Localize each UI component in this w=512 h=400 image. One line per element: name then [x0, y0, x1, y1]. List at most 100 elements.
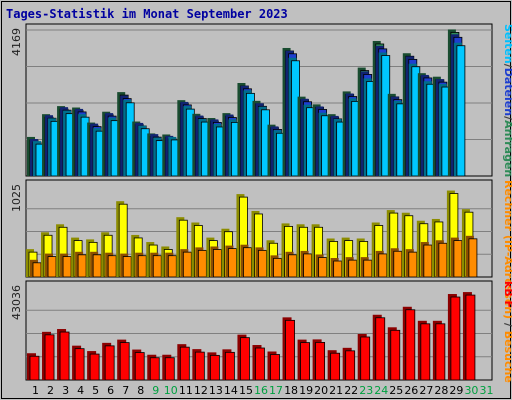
- bar-kbytes-kb-day-3-face: [59, 331, 70, 381]
- bar-kbytes-kb-day-6-face: [104, 345, 115, 381]
- x-tick-label-day-30: 30: [464, 384, 478, 397]
- bar-visitors-rechner-day-6: [105, 252, 117, 278]
- bar-kbytes-kb-day-19-face: [300, 342, 310, 381]
- bar-kbytes-kb-day-5-face: [89, 353, 100, 381]
- bar-kbytes-kb-day-30-face: [465, 294, 476, 381]
- x-tick-label-day-12: 12: [194, 384, 208, 397]
- bar-kbytes-kb-day-29-face: [450, 296, 461, 381]
- x-tick-label-day-8: 8: [137, 384, 144, 397]
- bar-visitors-rechner-day-30: [465, 235, 478, 278]
- bar-visitors-rechner-day-13: [210, 246, 222, 278]
- bar-visitors-rechner-day-17-face: [273, 257, 282, 278]
- x-tick-label-day-28: 28: [434, 384, 448, 397]
- x-tick-label-day-15: 15: [239, 384, 253, 397]
- x-tick-label-day-24: 24: [374, 384, 388, 397]
- panel-requests-legend: Seiten/Dateien/Anfragen: [502, 24, 512, 177]
- bar-visitors-rechner-day-22: [345, 257, 358, 278]
- bar-visitors-rechner-day-6-face: [107, 255, 117, 278]
- panel-visitors-legend-part: /: [502, 319, 512, 331]
- bar-visitors-rechner-day-3-face: [62, 256, 72, 278]
- bar-visitors-rechner-day-4: [75, 251, 87, 278]
- bar-kbytes-kb-day-5: [87, 351, 100, 381]
- bar-kbytes-kb-day-3: [57, 329, 70, 381]
- x-tick-label-day-5: 5: [92, 384, 99, 397]
- bar-visitors-rechner-day-14-face: [228, 248, 237, 278]
- bar-visitors-rechner-day-19: [300, 250, 312, 278]
- panel-visitors: 1025 Rechner (IP-Adressen) / Besuche: [10, 179, 512, 383]
- bar-kbytes-kb-day-1-face: [29, 355, 40, 381]
- bar-visitors-rechner-day-1: [30, 259, 42, 278]
- bar-requests-seiten-day-29-face: [456, 45, 466, 177]
- bar-kbytes-kb-day-8-face: [134, 352, 145, 381]
- bar-visitors-rechner-day-10-face: [167, 255, 177, 278]
- bar-visitors-rechner-day-28: [435, 240, 448, 278]
- x-tick-label-day-7: 7: [122, 384, 129, 397]
- bar-visitors-rechner-day-2-face: [47, 256, 57, 278]
- bar-kbytes-kb-day-2-face: [44, 334, 55, 381]
- panel-kbytes-ymax-label: 43036: [10, 285, 23, 320]
- bar-visitors-rechner-day-13-face: [212, 249, 222, 278]
- bar-visitors-rechner-day-4-face: [77, 254, 87, 278]
- bar-kbytes-kb-day-12: [192, 349, 205, 381]
- bar-kbytes-kb-day-11-face: [179, 346, 190, 381]
- chart-title: Tages-Statistik im Monat September 2023: [6, 7, 288, 21]
- bar-visitors-rechner-day-5-face: [92, 254, 102, 278]
- x-tick-label-day-22: 22: [344, 384, 358, 397]
- bar-visitors-rechner-day-7-face: [122, 256, 132, 278]
- bar-kbytes-kb-day-1: [27, 353, 40, 381]
- bar-visitors-rechner-day-15-face: [243, 247, 252, 278]
- bar-kbytes-kb-day-16: [252, 345, 265, 381]
- bar-kbytes-kb-day-15-face: [240, 337, 250, 381]
- bar-visitors-rechner-day-12-face: [197, 249, 207, 278]
- bar-visitors-rechner-day-27: [420, 242, 433, 278]
- bar-kbytes-kb-day-10: [162, 354, 175, 381]
- x-tick-label-day-21: 21: [329, 384, 343, 397]
- bar-visitors-rechner-day-12: [195, 247, 207, 278]
- bar-visitors-rechner-day-11-face: [182, 251, 192, 278]
- bar-visitors-rechner-day-19-face: [303, 253, 312, 278]
- bar-visitors-rechner-day-24-face: [378, 253, 388, 278]
- bar-kbytes-kb-day-11: [177, 344, 190, 381]
- bar-kbytes-kb-day-23: [357, 333, 371, 381]
- x-tick-label-day-1: 1: [32, 384, 39, 397]
- bar-visitors-rechner-day-10: [165, 252, 177, 278]
- x-tick-label-day-3: 3: [62, 384, 69, 397]
- bar-visitors-rechner-day-26-face: [408, 251, 418, 278]
- bar-kbytes-kb-day-17: [267, 351, 280, 381]
- bar-kbytes-kb-day-14-face: [225, 351, 235, 381]
- bar-visitors-rechner-day-20: [315, 254, 328, 278]
- bar-kbytes-kb-day-9-face: [149, 357, 160, 381]
- bar-kbytes-kb-day-23-face: [360, 336, 371, 381]
- bar-kbytes-kb-day-27-face: [420, 323, 431, 381]
- panel-visitors-legend-part: Rechner (IP-Adressen): [502, 180, 512, 319]
- bar-visitors-rechner-day-9-face: [152, 255, 162, 278]
- panel-requests-legend-part: /: [502, 116, 512, 121]
- bar-visitors-rechner-day-23-face: [363, 259, 373, 278]
- x-tick-label-day-9: 9: [152, 384, 159, 397]
- bar-visitors-rechner-day-29: [450, 237, 463, 278]
- bar-visitors-rechner-day-29-face: [453, 240, 463, 278]
- x-tick-label-day-29: 29: [449, 384, 463, 397]
- bar-kbytes-kb-day-18-face: [285, 319, 295, 381]
- bar-kbytes-kb-day-4: [72, 345, 85, 381]
- x-tick-label-day-16: 16: [254, 384, 268, 397]
- x-tick-label-day-13: 13: [209, 384, 223, 397]
- panel-requests-legend-part: Seiten: [502, 24, 512, 64]
- bar-visitors-rechner-day-22-face: [348, 259, 358, 278]
- x-tick-label-day-26: 26: [404, 384, 418, 397]
- bar-kbytes-kb-day-10-face: [164, 357, 175, 381]
- panel-kbytes-legend-part: kB F: [502, 281, 512, 308]
- panel-kbytes-legend: kB F: [502, 281, 512, 308]
- bar-requests-seiten-day-29: [453, 42, 466, 177]
- bar-visitors-rechner-day-11: [180, 249, 192, 278]
- x-tick-label-day-4: 4: [77, 384, 84, 397]
- bar-visitors-rechner-day-16-face: [258, 249, 267, 278]
- bar-visitors-rechner-day-2: [45, 253, 57, 278]
- bar-visitors-rechner-day-7: [120, 253, 132, 278]
- bar-visitors-rechner-day-27-face: [423, 244, 433, 278]
- x-tick-label-day-18: 18: [284, 384, 298, 397]
- bar-visitors-rechner-day-5: [90, 251, 102, 278]
